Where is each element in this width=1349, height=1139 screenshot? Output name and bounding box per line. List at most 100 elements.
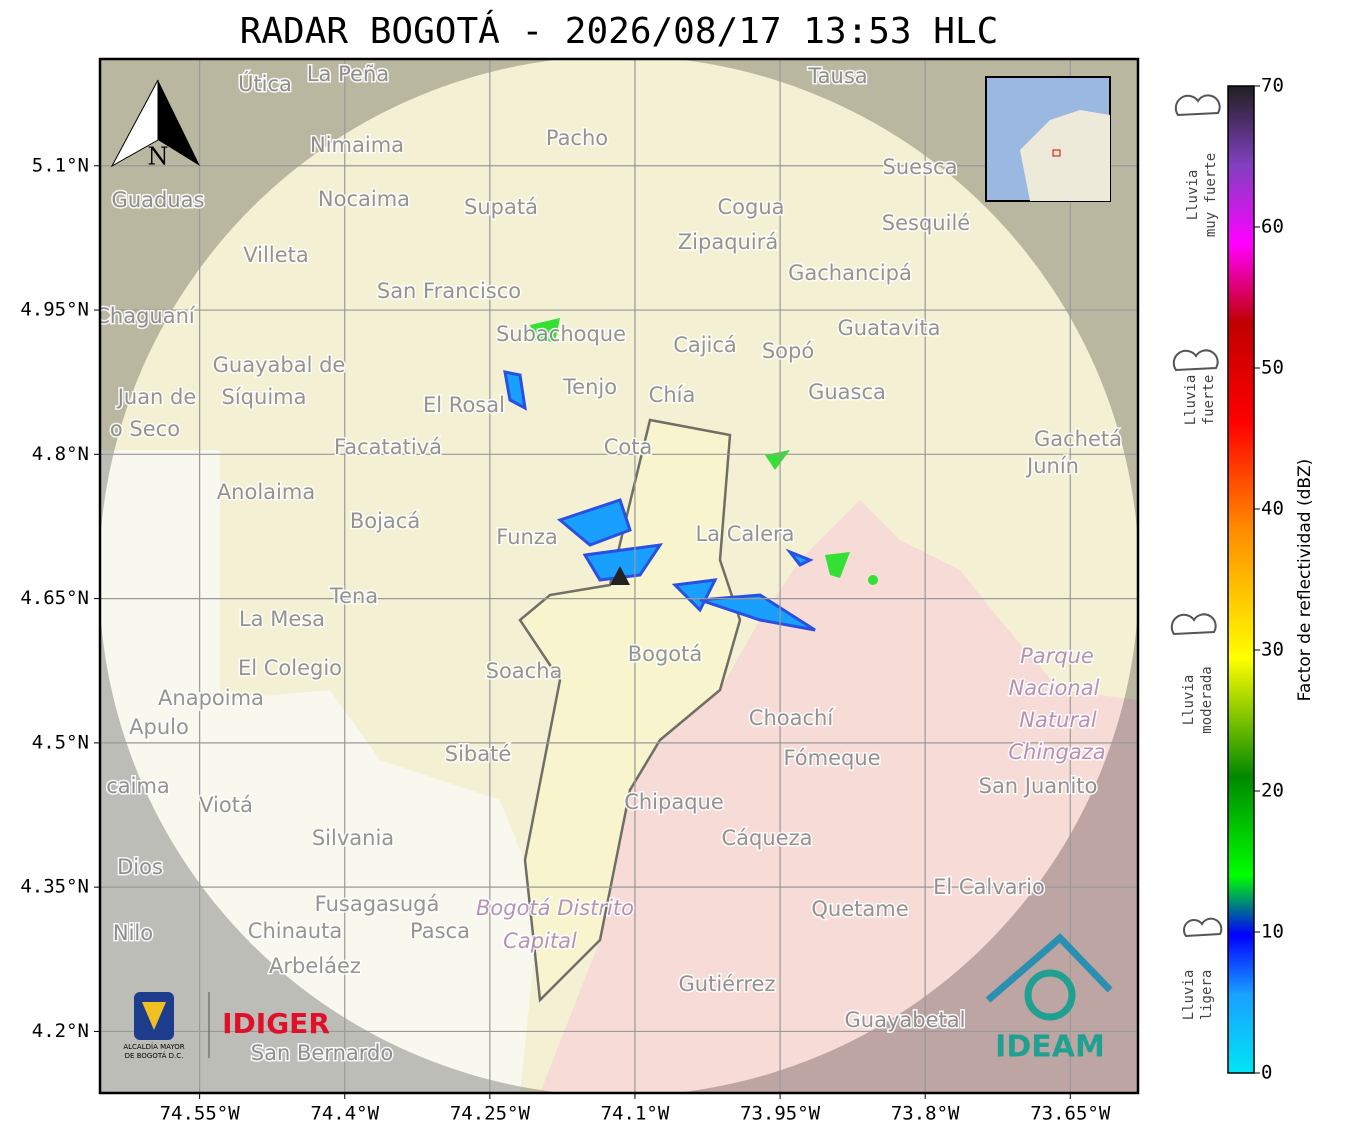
place-label: Funza (496, 525, 557, 549)
place-label: Dios (117, 855, 163, 879)
place-label: Tausa (807, 64, 867, 88)
place-label: Sopó (762, 339, 814, 363)
place-label: Pasca (410, 919, 470, 943)
rain-level-label: Lluvia (1185, 170, 1201, 221)
place-label: Zipaquirá (678, 230, 778, 254)
logo-text: DE BOGOTÁ D.C. (125, 1051, 184, 1060)
place-label: Guayabetal (845, 1008, 966, 1032)
map: La Peña Útica Tausa Pacho Nimaima Guaduas Noca… (95, 59, 1138, 1093)
place-label: Chinauta (248, 919, 342, 943)
rain-level-label: ligera (1199, 970, 1215, 1021)
place-label: Anolaima (217, 480, 315, 504)
map-frame (98, 57, 1140, 1095)
x-tick-label: 73.95°W (740, 1103, 821, 1125)
colorbar-tick-label: 20 (1261, 780, 1284, 802)
place-label: Chingaza (1008, 740, 1105, 764)
rain-level-label: moderada (1199, 666, 1215, 733)
colorbar-tick-label: 40 (1261, 498, 1284, 520)
place-label: Juan de (116, 385, 197, 409)
place-label: San Bernardo (251, 1041, 393, 1065)
place-label: Guatavita (838, 316, 941, 340)
place-label: Bogotá (628, 642, 703, 666)
y-tick-label: 4.65°N (20, 587, 89, 609)
y-tick-label: 4.5°N (32, 731, 89, 753)
colorbar-tick-label: 70 (1261, 75, 1284, 97)
rain-level-label: Lluvia (1181, 675, 1197, 726)
place-label: Capital (503, 929, 577, 953)
y-tick-label: 4.2°N (32, 1020, 89, 1042)
x-tick-label: 74.25°W (450, 1103, 531, 1125)
x-tick-label: 74.55°W (160, 1103, 241, 1125)
place-label: Supatá (464, 195, 538, 219)
place-label: Nimaima (310, 133, 404, 157)
place-label: Arbeláez (269, 954, 361, 978)
place-label: Cogua (717, 195, 784, 219)
place-label: Facatativá (334, 435, 442, 459)
place-label: Junín (1025, 454, 1079, 478)
colorbar-tick-label: 60 (1261, 216, 1284, 238)
place-label: Soacha (486, 659, 563, 683)
place-label: o Seco (110, 417, 180, 441)
colorbar-tick-label: 0 (1261, 1062, 1272, 1084)
place-label: La Mesa (239, 607, 325, 631)
place-label: Guaduas (112, 188, 205, 212)
place-label: Pacho (546, 126, 608, 150)
place-label: Villeta (243, 243, 308, 267)
place-label: El Rosal (423, 393, 505, 417)
place-label: Nilo (113, 921, 153, 945)
rain-level-label: Lluvia (1183, 375, 1199, 426)
logo-ideam: IDEAM (995, 1030, 1105, 1065)
y-tick-label: 4.95°N (20, 299, 89, 321)
place-label: Quetame (811, 897, 908, 921)
place-label: Cáqueza (722, 826, 813, 850)
place-label: La Calera (695, 522, 794, 546)
place-label: Síquima (222, 385, 307, 409)
place-label: Guayabal de (213, 353, 346, 377)
place-label: Suesca (883, 155, 958, 179)
y-tick-label: 5.1°N (32, 154, 89, 176)
place-label: Útica (238, 71, 292, 96)
place-label: Choachí (749, 706, 835, 730)
place-label: Apulo (129, 715, 189, 739)
colorbar-tick-label: 50 (1261, 357, 1284, 379)
place-label: Nacional (1009, 676, 1100, 700)
place-label: La Peña (307, 62, 389, 86)
place-label: Nocaima (318, 187, 410, 211)
place-label: Fusagasugá (315, 892, 440, 916)
logo-idiger: IDIGER (222, 1007, 330, 1040)
place-label: Parque (1020, 644, 1094, 668)
x-tick-label: 74.4°W (310, 1103, 379, 1125)
place-label: Gachetá (1034, 427, 1122, 451)
place-label: Gutiérrez (679, 972, 776, 996)
north-label: N (148, 143, 169, 171)
place-label: caima (106, 774, 170, 798)
place-label: Bojacá (350, 509, 420, 533)
x-tick-label: 74.1°W (601, 1103, 670, 1125)
place-label: Fómeque (783, 746, 880, 770)
y-tick-label: 4.8°N (32, 443, 89, 465)
place-label: Tenjo (562, 375, 617, 399)
place-label: Tena (329, 584, 378, 608)
place-label: Cota (604, 435, 653, 459)
place-label: Gachancipá (788, 261, 912, 285)
place-label: Viotá (199, 793, 253, 817)
place-label: El Colegio (238, 656, 342, 680)
rain-level-label: fuerte (1201, 375, 1217, 426)
place-label: San Juanito (979, 774, 1098, 798)
place-label: Silvania (312, 826, 394, 850)
title: RADAR BOGOTÁ - 2026/08/17 13:53 HLC (240, 10, 999, 52)
place-label: Guasca (808, 380, 886, 404)
place-label: San Francisco (377, 279, 521, 303)
place-label: Natural (1019, 708, 1097, 732)
colorbar-tick-label: 30 (1261, 639, 1284, 661)
y-tick-label: 4.35°N (20, 876, 89, 898)
rain-level-label: Lluvia (1181, 970, 1197, 1021)
place-label: Bogotá Distrito (476, 896, 634, 920)
place-label: Sesquilé (882, 211, 970, 235)
place-label: Chía (649, 383, 696, 407)
colorbar-tick-label: 10 (1261, 921, 1284, 943)
place-label: Chaguaní (95, 304, 196, 328)
place-label: Chipaque (624, 790, 724, 814)
place-label: El Calvario (933, 875, 1045, 899)
